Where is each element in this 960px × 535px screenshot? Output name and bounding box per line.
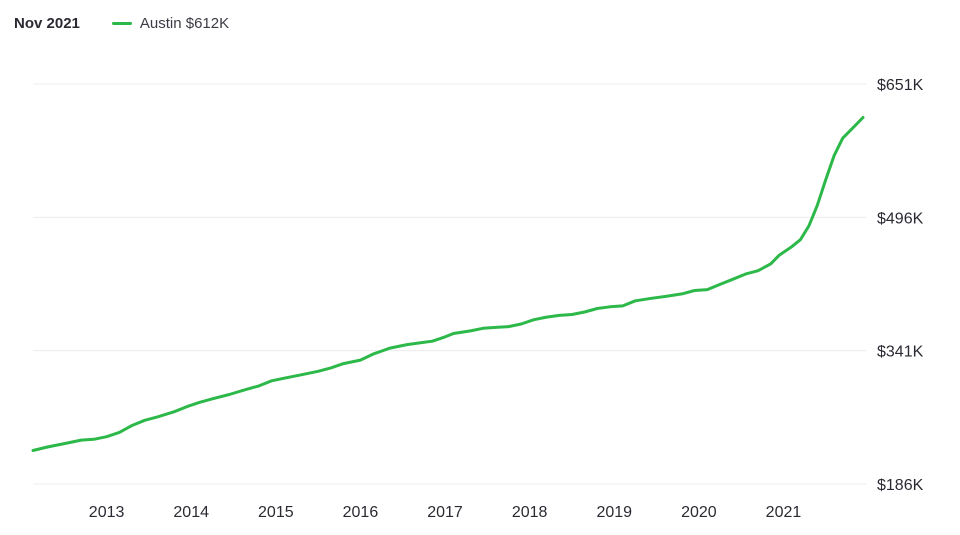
x-tick-label: 2015 [258,504,294,521]
legend-swatch [111,21,132,25]
series-line-austin[interactable] [31,116,865,452]
x-axis-labels: 2013 2014 2015 2016 2017 2018 2019 2020 2021 [89,504,802,521]
legend-label: Austin $612K [139,14,230,32]
x-tick-label: 2016 [343,504,379,521]
grid-lines [33,83,866,485]
y-axis-labels: $651K $496K $341K $186K [877,77,924,494]
x-tick-label: 2019 [596,504,632,521]
x-tick-label: 2021 [766,504,802,521]
x-tick-label: 2014 [173,504,209,521]
chart-header: Nov 2021 Austin $612K [14,12,229,34]
y-tick-label: $186K [877,477,924,494]
x-tick-label: 2013 [89,504,125,521]
selected-date-label: Nov 2021 [14,14,80,32]
x-tick-label: 2018 [512,504,548,521]
y-tick-label: $341K [877,344,924,361]
y-tick-label: $496K [877,210,924,227]
x-tick-label: 2017 [427,504,463,521]
legend: Austin $612K [111,14,230,32]
y-tick-label: $651K [877,77,924,94]
x-tick-label: 2020 [681,504,717,521]
